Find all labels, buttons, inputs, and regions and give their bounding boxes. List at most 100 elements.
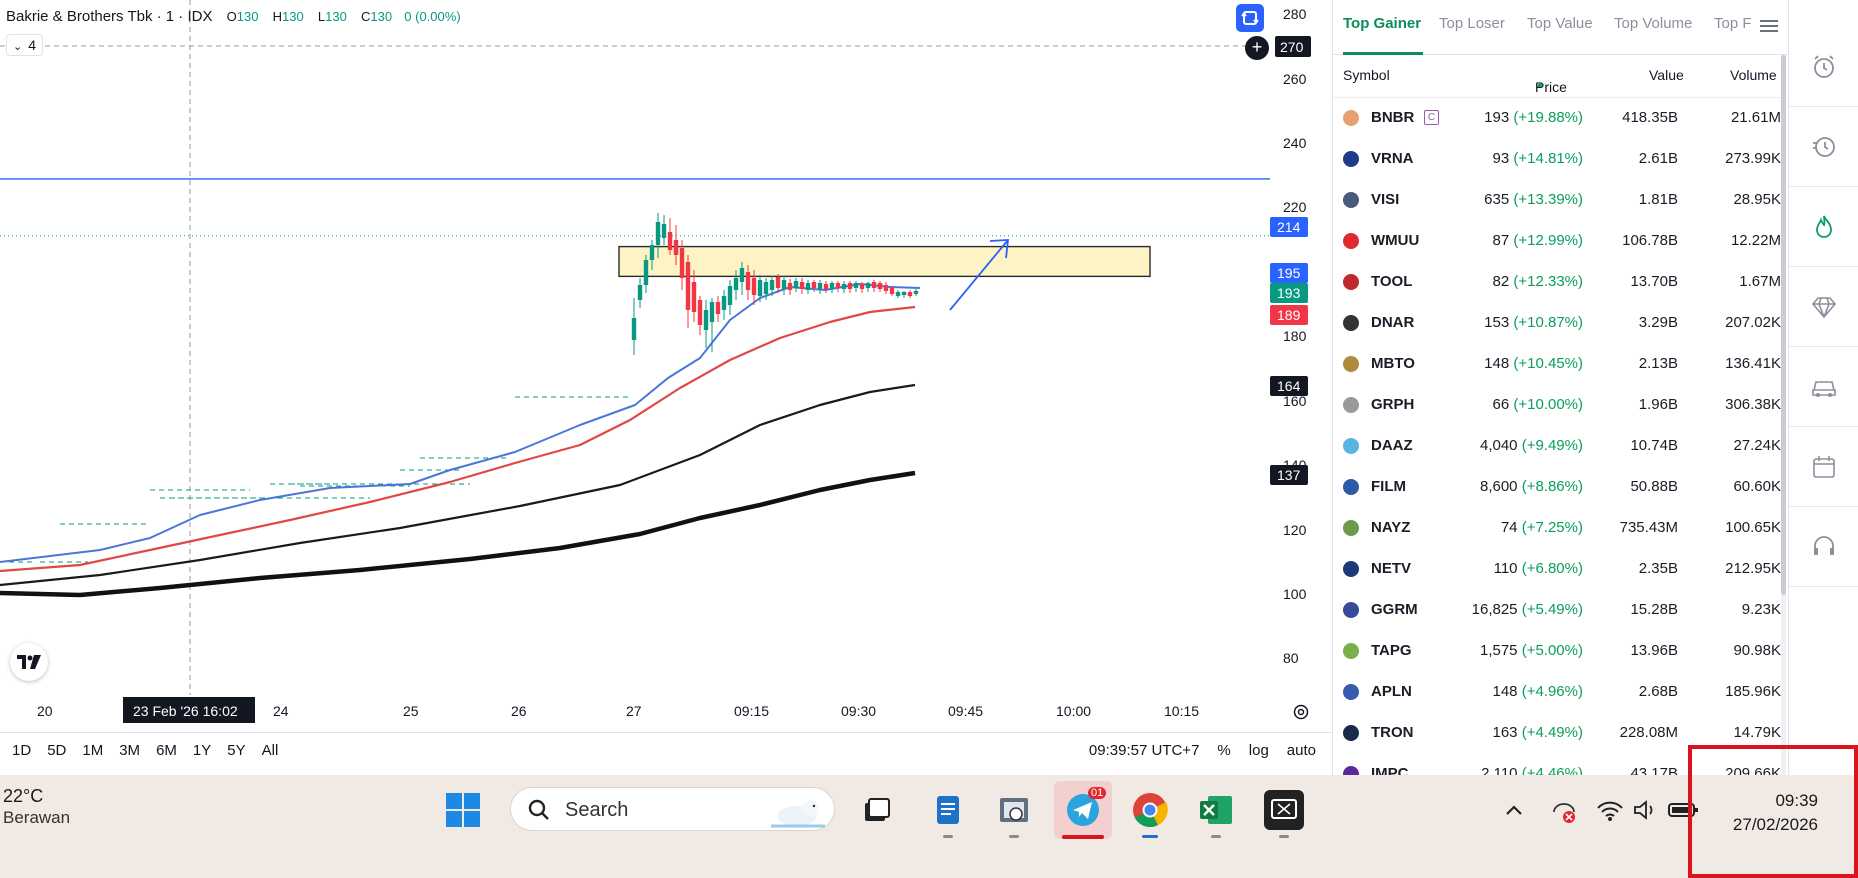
row-symbol[interactable]: DNAR xyxy=(1371,314,1415,331)
table-row[interactable]: VRNA 93 (+14.81%) 2.61B 273.99K xyxy=(1333,139,1788,180)
symbol-title: Bakrie & Brothers Tbk · 1 · IDX xyxy=(6,8,213,25)
calendar-icon[interactable] xyxy=(1789,427,1858,507)
row-symbol[interactable]: GRPH xyxy=(1371,396,1415,413)
taskbar-search[interactable]: Search xyxy=(510,787,835,831)
row-symbol[interactable]: BNBR xyxy=(1371,109,1415,126)
system-clock[interactable]: 09:39 27/02/2026 xyxy=(1700,789,1818,837)
tab-top-gainer[interactable]: Top Gainer xyxy=(1343,15,1422,32)
stock-logo-icon xyxy=(1343,192,1359,208)
windows-start-icon[interactable] xyxy=(443,790,483,830)
row-symbol[interactable]: NETV xyxy=(1371,560,1412,577)
crosshair-date-label: 23 Feb '26 16:02 xyxy=(133,703,238,719)
wifi-icon[interactable] xyxy=(1594,790,1626,830)
range-1y[interactable]: 1Y xyxy=(192,742,212,759)
table-row[interactable]: DAAZ 4,040 (+9.49%) 10.74B 27.24K xyxy=(1333,426,1788,467)
tab-top-volume[interactable]: Top Volume xyxy=(1614,15,1693,32)
file-explorer-icon[interactable] xyxy=(994,790,1034,830)
snipping-tool-icon[interactable] xyxy=(1264,790,1304,830)
price-chart[interactable]: 2802602402201801601401201008020242526270… xyxy=(0,0,1332,775)
row-symbol[interactable]: TOOL xyxy=(1371,273,1413,290)
telegram-icon[interactable]: 01 xyxy=(1054,781,1112,839)
tab-top-value[interactable]: Top Value xyxy=(1527,15,1593,32)
sync-icon[interactable] xyxy=(1236,4,1264,32)
row-symbol[interactable]: VRNA xyxy=(1371,150,1414,167)
row-change: (+10.45%) xyxy=(1513,355,1583,372)
percent-scale-toggle[interactable]: % xyxy=(1217,742,1231,759)
table-row[interactable]: FILM 8,600 (+8.86%) 50.88B 60.60K xyxy=(1333,467,1788,508)
range-1d[interactable]: 1D xyxy=(12,742,32,759)
table-row[interactable]: TAPG 1,575 (+5.00%) 13.96B 90.98K xyxy=(1333,631,1788,672)
tradingview-logo[interactable] xyxy=(10,643,48,681)
column-value[interactable]: Value xyxy=(1649,67,1684,83)
table-row[interactable]: APLN 148 (+4.96%) 2.68B 185.96K xyxy=(1333,672,1788,713)
row-symbol[interactable]: DAAZ xyxy=(1371,437,1413,454)
volume-icon[interactable] xyxy=(1630,790,1662,830)
table-row[interactable]: WMUU 87 (+12.99%) 106.78B 12.22M xyxy=(1333,221,1788,262)
candle-body xyxy=(649,245,655,260)
range-5y[interactable]: 5Y xyxy=(227,742,246,759)
excel-icon[interactable] xyxy=(1196,790,1236,830)
add-alert-plus-icon[interactable]: + xyxy=(1245,36,1269,60)
chrome-icon[interactable] xyxy=(1130,790,1170,838)
column-volume[interactable]: Volume xyxy=(1730,67,1777,83)
table-row[interactable]: BNBR C 193 (+19.88%) 418.35B 21.61M xyxy=(1333,98,1788,139)
table-row[interactable]: NAYZ 74 (+7.25%) 735.43M 100.65K xyxy=(1333,508,1788,549)
candle-body xyxy=(895,292,901,296)
table-row[interactable]: GRPH 66 (+10.00%) 1.96B 306.38K xyxy=(1333,385,1788,426)
row-symbol[interactable]: WMUU xyxy=(1371,232,1420,249)
chart-settings-gear-icon[interactable] xyxy=(1291,702,1311,722)
auto-scale-toggle[interactable]: auto xyxy=(1286,742,1316,759)
row-symbol[interactable]: NAYZ xyxy=(1371,519,1411,536)
panel-scrollbar[interactable] xyxy=(1781,55,1786,775)
table-row[interactable]: NETV 110 (+6.80%) 2.35B 212.95K xyxy=(1333,549,1788,590)
tab-top-loser[interactable]: Top Loser xyxy=(1439,15,1505,32)
battery-icon[interactable] xyxy=(1666,790,1700,830)
tab-top-frequency[interactable]: Top F xyxy=(1714,15,1752,32)
log-scale-toggle[interactable]: log xyxy=(1248,742,1269,759)
pinned-indicator xyxy=(1211,835,1221,838)
table-row[interactable]: DNAR 153 (+10.87%) 3.29B 207.02K xyxy=(1333,303,1788,344)
row-symbol[interactable]: IMPC xyxy=(1371,765,1409,775)
diamond-icon[interactable] xyxy=(1789,267,1858,347)
row-symbol[interactable]: MBTO xyxy=(1371,355,1415,372)
chart-clock[interactable]: 09:39:57 UTC+7 xyxy=(1088,742,1200,759)
price-axis-tag xyxy=(1270,263,1308,283)
row-symbol[interactable]: TAPG xyxy=(1371,642,1412,659)
alarm-clock-icon[interactable] xyxy=(1789,27,1858,107)
row-symbol[interactable]: GGRM xyxy=(1371,601,1418,618)
scrollbar-thumb[interactable] xyxy=(1781,55,1786,595)
table-row[interactable]: TRON 163 (+4.49%) 228.08M 14.79K xyxy=(1333,713,1788,754)
candle-body xyxy=(679,248,685,278)
range-5d[interactable]: 5D xyxy=(47,742,67,759)
network-error-icon[interactable] xyxy=(1548,790,1580,830)
table-row[interactable]: TOOL 82 (+12.33%) 13.70B 1.67M xyxy=(1333,262,1788,303)
flame-icon[interactable] xyxy=(1789,187,1858,267)
row-symbol[interactable]: VISI xyxy=(1371,191,1400,208)
candle-body xyxy=(661,224,667,238)
car-icon[interactable] xyxy=(1789,347,1858,427)
range-all[interactable]: All xyxy=(261,742,279,759)
row-value: 50.88B xyxy=(1630,478,1678,495)
row-symbol[interactable]: TRON xyxy=(1371,724,1414,741)
hamburger-menu-icon[interactable] xyxy=(1759,18,1779,34)
row-symbol[interactable]: FILM xyxy=(1371,478,1406,495)
weather-widget[interactable]: 22°C Berawan xyxy=(3,785,70,829)
task-view-icon[interactable] xyxy=(856,790,896,830)
table-row[interactable]: GGRM 16,825 (+5.49%) 15.28B 9.23K xyxy=(1333,590,1788,631)
headset-support-icon[interactable] xyxy=(1789,507,1858,587)
indicators-toggle[interactable]: ⌄ 4 xyxy=(6,34,44,56)
table-row[interactable]: VISI 635 (+13.39%) 1.81B 28.95K xyxy=(1333,180,1788,221)
row-symbol[interactable]: APLN xyxy=(1371,683,1412,700)
change-value: 0 (0.00%) xyxy=(404,9,461,24)
range-3m[interactable]: 3M xyxy=(119,742,141,759)
notepad-icon[interactable] xyxy=(928,790,968,830)
range-6m[interactable]: 6M xyxy=(156,742,177,759)
range-1m[interactable]: 1M xyxy=(82,742,104,759)
chart-pane[interactable]: 2802602402201801601401201008020242526270… xyxy=(0,0,1332,775)
table-row[interactable]: IMPC 2,110 (+4.46%) 43.17B 209.66K xyxy=(1333,754,1788,775)
column-symbol[interactable]: Symbol xyxy=(1343,67,1390,83)
chevron-up-icon[interactable] xyxy=(1502,790,1526,830)
history-clock-icon[interactable] xyxy=(1789,107,1858,187)
table-row[interactable]: MBTO 148 (+10.45%) 2.13B 136.41K xyxy=(1333,344,1788,385)
row-volume: 306.38K xyxy=(1725,396,1781,413)
